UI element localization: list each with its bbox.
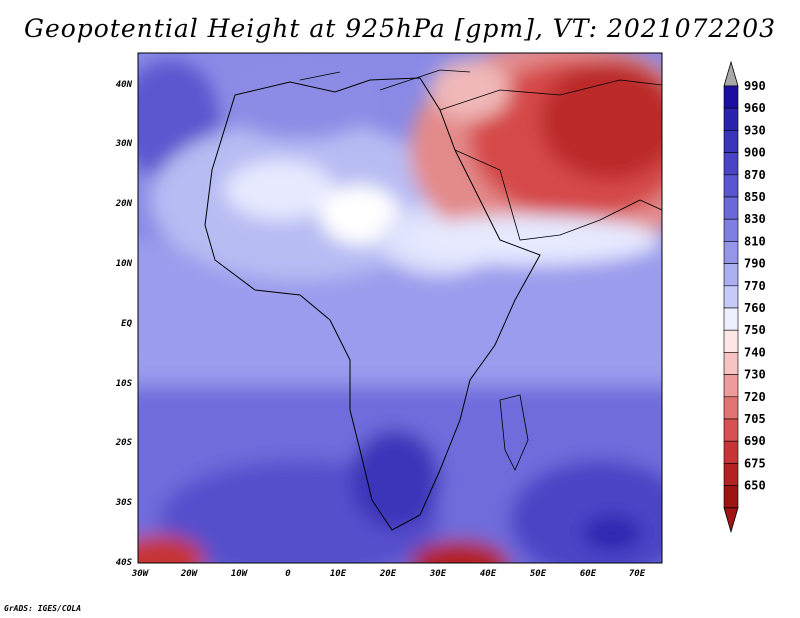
- lat-axis: 40N 30N 20N 10N EQ 10S 20S 30S 40S: [115, 80, 133, 568]
- colorbar-swatch: [723, 307, 739, 331]
- colorbar-label: 830: [744, 212, 766, 226]
- lon-label: 30E: [429, 569, 447, 579]
- colorbar-swatch: [723, 241, 739, 264]
- colorbar-swatch: [723, 174, 739, 198]
- colorbar-label: 730: [744, 368, 766, 382]
- colorbar-swatch: [723, 130, 739, 153]
- lon-label: 0: [285, 569, 291, 579]
- colorbar-label: 870: [744, 168, 766, 182]
- colorbar: 990 960 930 900 870 850 830 810 790 770 760 750 740 7…: [723, 60, 766, 534]
- software-credit: GrADS: IGES/COLA: [4, 604, 82, 613]
- lon-axis: 30W 20W 10W 0 10E 20E 30E 40E 50E 60E 70…: [131, 569, 646, 579]
- lat-label: 10S: [116, 379, 133, 389]
- colorbar-swatch: [723, 263, 739, 287]
- lat-label: 30S: [115, 498, 133, 508]
- colorbar-under-arrow: [723, 507, 739, 534]
- colorbar-label: 930: [744, 123, 766, 137]
- lon-label: 20W: [180, 569, 199, 579]
- map-title: Geopotential Height at 925hPa [gpm], VT:…: [23, 14, 777, 43]
- lon-label: 70E: [629, 569, 646, 579]
- colorbar-swatch: [723, 463, 739, 486]
- colorbar-label: 650: [744, 479, 766, 493]
- colorbar-label: 705: [744, 412, 766, 426]
- map-frame: [137, 52, 663, 564]
- lon-label: 40E: [480, 569, 497, 579]
- colorbar-swatch: [723, 329, 739, 353]
- colorbar-label: 750: [744, 323, 766, 337]
- colorbar-swatch: [723, 218, 739, 242]
- lat-label: 40S: [116, 558, 133, 568]
- colorbar-swatch: [723, 196, 739, 220]
- colorbar-label: 770: [744, 279, 766, 293]
- lat-label: 20N: [115, 199, 133, 209]
- colorbar-label: 720: [744, 390, 766, 404]
- colorbar-swatch: [723, 152, 739, 176]
- height-field: [138, 53, 662, 563]
- colorbar-label: 675: [744, 456, 766, 470]
- colorbar-label: 850: [744, 190, 766, 204]
- colorbar-label: 790: [744, 257, 766, 271]
- lat-label: EQ: [121, 319, 132, 329]
- lon-label: 50E: [530, 569, 547, 579]
- colorbar-swatch: [723, 396, 739, 420]
- lon-label: 10E: [330, 569, 347, 579]
- lat-label: 30N: [115, 139, 133, 149]
- lon-label: 10W: [231, 569, 249, 579]
- lon-label: 20E: [379, 569, 397, 579]
- colorbar-swatch: [723, 85, 739, 109]
- colorbar-over-arrow: [723, 60, 739, 87]
- colorbar-label: 810: [744, 234, 766, 248]
- colorbar-swatch: [723, 107, 739, 131]
- colorbar-label: 960: [744, 101, 766, 115]
- colorbar-swatch: [723, 285, 739, 309]
- colorbar-swatch: [723, 485, 739, 509]
- lon-label: 60E: [580, 569, 597, 579]
- lat-label: 20S: [115, 438, 133, 448]
- lon-label: 30W: [131, 569, 150, 579]
- colorbar-label: 760: [744, 301, 766, 315]
- lat-label: 10N: [116, 259, 133, 269]
- colorbar-swatch: [723, 440, 739, 464]
- colorbar-swatch: [723, 418, 739, 442]
- colorbar-label: 740: [744, 345, 766, 359]
- colorbar-label: 900: [744, 146, 766, 160]
- colorbar-swatch: [723, 374, 739, 398]
- colorbar-label: 990: [744, 79, 766, 93]
- lat-label: 40N: [116, 80, 133, 90]
- colorbar-swatch: [723, 352, 739, 375]
- colorbar-label: 690: [744, 434, 766, 448]
